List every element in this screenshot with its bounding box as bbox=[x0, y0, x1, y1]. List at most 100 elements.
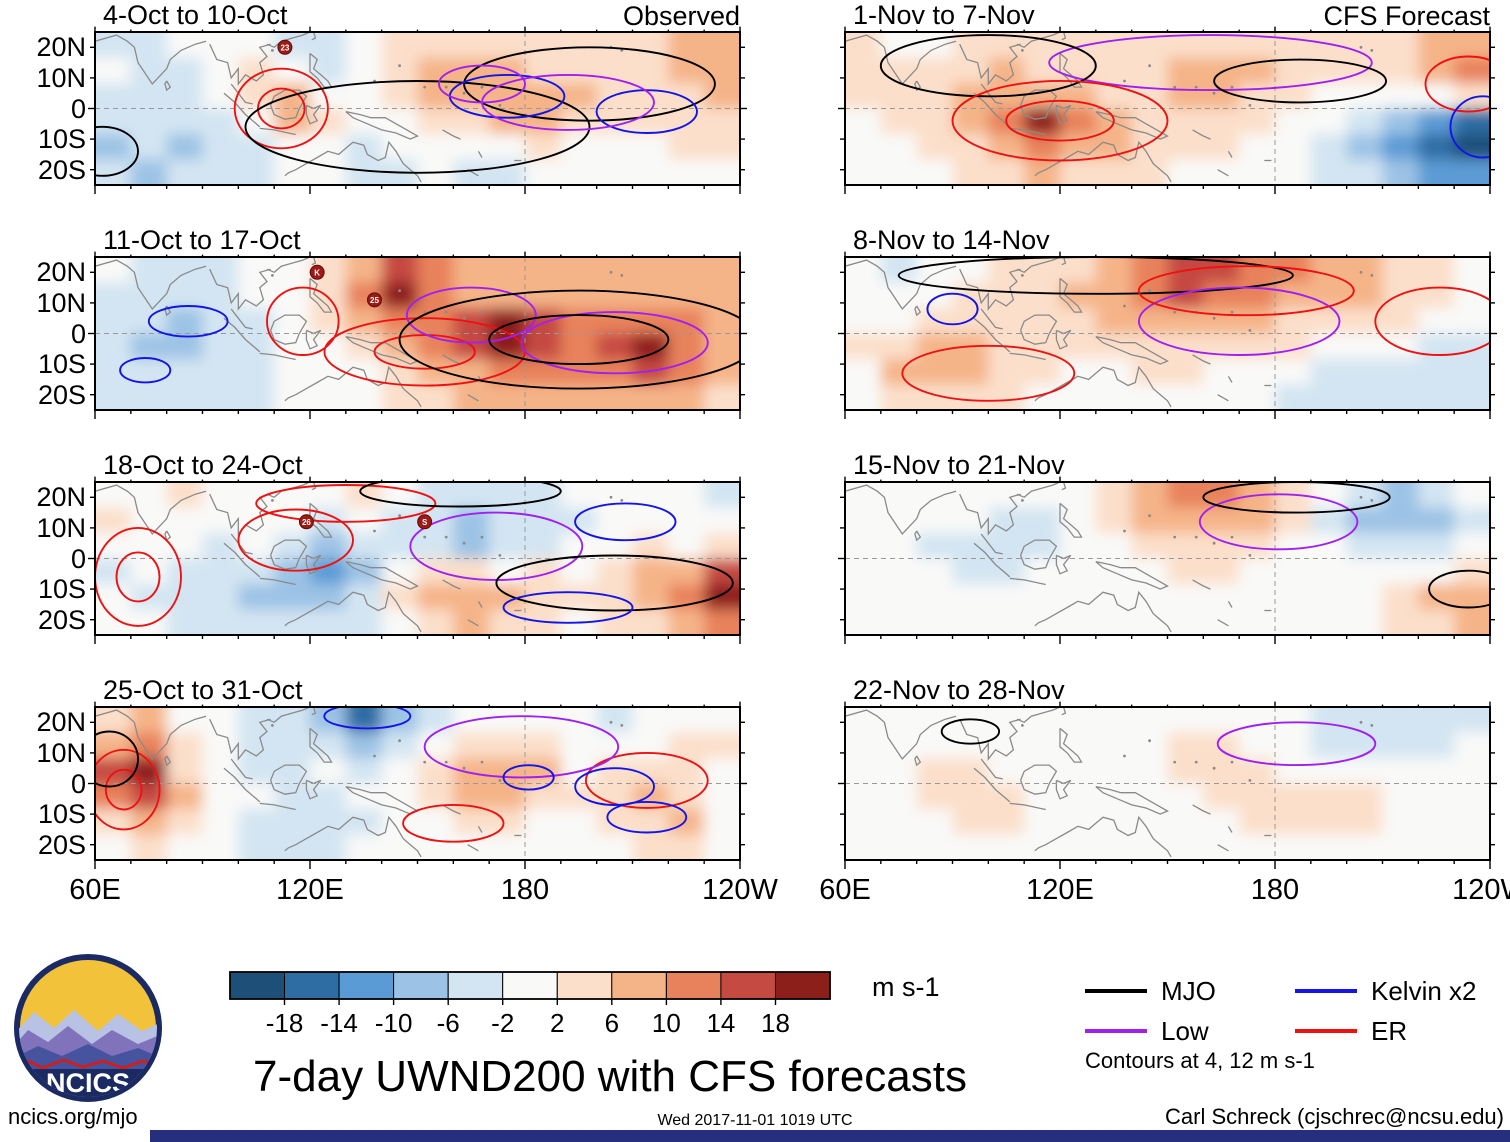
coastlines bbox=[845, 257, 1374, 408]
axis-ticks bbox=[838, 701, 1497, 869]
map-panel-obs-week4 bbox=[88, 701, 747, 869]
svg-text:K: K bbox=[314, 268, 320, 277]
coastlines bbox=[845, 482, 1374, 633]
axis-ticks bbox=[88, 476, 747, 644]
storm-marker: K bbox=[309, 264, 325, 280]
colorbar-tick-label: 18 bbox=[760, 1008, 790, 1038]
x-tick-label: 120E bbox=[276, 874, 344, 906]
kelvin-contour bbox=[574, 502, 677, 542]
er-contour bbox=[402, 803, 505, 843]
svg-text:26: 26 bbox=[302, 518, 311, 527]
y-tick-label: 10N bbox=[36, 287, 86, 318]
map-panel-obs-week2: K 25 bbox=[88, 251, 747, 419]
panel-title: 18-Oct to 24-Oct bbox=[103, 450, 303, 480]
er-contour bbox=[1424, 55, 1490, 113]
footer-credit: Carl Schreck (cjschrec@ncsu.edu) bbox=[1165, 1104, 1504, 1129]
legend-line-mjo bbox=[1085, 989, 1147, 993]
wave-contours bbox=[95, 707, 709, 843]
wave-contours bbox=[1198, 482, 1490, 609]
colorbar-tick-label: 10 bbox=[651, 1008, 681, 1038]
footer-bar bbox=[150, 1130, 1510, 1142]
colorbar-tick-label: 14 bbox=[706, 1008, 736, 1038]
wave-contours bbox=[940, 718, 1377, 767]
colorbar-units-label: m s-1 bbox=[872, 972, 940, 1002]
svg-text:23: 23 bbox=[280, 43, 289, 52]
y-tick-label: 10N bbox=[36, 512, 86, 543]
footer-url: ncics.org/mjo bbox=[8, 1104, 138, 1129]
panel-title: 25-Oct to 31-Oct bbox=[103, 675, 303, 705]
mjo-contour bbox=[495, 554, 734, 612]
er-contour bbox=[233, 67, 329, 150]
low-contour bbox=[405, 286, 537, 344]
er-contour bbox=[584, 751, 709, 809]
y-tick-label: 10S bbox=[37, 349, 86, 380]
y-tick-label: 20N bbox=[36, 257, 86, 288]
svg-text:25: 25 bbox=[370, 296, 379, 305]
mjo-contour bbox=[463, 46, 716, 122]
legend-label-kelvin: Kelvin x2 bbox=[1371, 976, 1477, 1006]
kelvin-contour bbox=[323, 707, 412, 730]
y-tick-label: 10S bbox=[37, 799, 86, 830]
mjo-contour bbox=[897, 257, 1294, 295]
y-tick-label: 10N bbox=[36, 737, 86, 768]
ncics-logo: NCICS bbox=[14, 954, 162, 1102]
low-contour bbox=[1137, 286, 1341, 356]
mjo-contour bbox=[359, 482, 562, 508]
legend-line-kelvin bbox=[1295, 989, 1357, 993]
y-tick-label: 20N bbox=[36, 32, 86, 63]
panel-title: 11-Oct to 17-Oct bbox=[103, 225, 301, 255]
y-tick-label: 0 bbox=[70, 318, 86, 349]
axis-ticks bbox=[88, 251, 747, 419]
y-tick-label: 10S bbox=[37, 574, 86, 605]
x-tick-label: 180 bbox=[500, 874, 550, 906]
mjo-contour bbox=[95, 730, 139, 788]
x-tick-label: 120E bbox=[1026, 874, 1094, 906]
er-contour-inner bbox=[104, 768, 143, 811]
map-panel-obs-week1: 23 bbox=[88, 26, 747, 194]
er-contour-inner bbox=[1005, 99, 1115, 142]
figure-title: 7-day UWND200 with CFS forecasts bbox=[253, 1052, 967, 1101]
er-contour bbox=[1374, 286, 1490, 356]
panel-title: 1-Nov to 7-Nov bbox=[853, 0, 1035, 30]
er-contour bbox=[95, 748, 161, 831]
mjo-contour bbox=[1202, 482, 1391, 514]
y-tick-label: 20S bbox=[37, 829, 86, 860]
mjo-contour bbox=[940, 718, 1001, 745]
map-panel-cfs-week1 bbox=[838, 26, 1497, 194]
colorbar-tick-label: 2 bbox=[550, 1008, 565, 1038]
er-contour bbox=[237, 508, 354, 572]
kelvin-contour bbox=[606, 800, 688, 834]
y-tick-label: 20N bbox=[36, 482, 86, 513]
mjo-contour bbox=[879, 34, 1097, 98]
low-contour bbox=[438, 64, 526, 104]
low-contour bbox=[520, 311, 709, 375]
y-tick-label: 20S bbox=[37, 154, 86, 185]
x-tick-label: 120W bbox=[1452, 874, 1510, 906]
colorbar-tick-label: -18 bbox=[265, 1008, 304, 1038]
contour-note: Contours at 4, 12 m s-1 bbox=[1085, 1048, 1315, 1073]
low-contour bbox=[1216, 721, 1377, 767]
wave-contours bbox=[95, 46, 716, 177]
wave-contours bbox=[95, 482, 734, 627]
panel-title: 8-Nov to 14-Nov bbox=[853, 225, 1050, 255]
heatmap-grid bbox=[845, 482, 1490, 635]
low-contour bbox=[1048, 34, 1373, 92]
heatmap-grid bbox=[95, 257, 740, 410]
panel-title: 15-Nov to 21-Nov bbox=[853, 450, 1065, 480]
map-panel-cfs-week3 bbox=[838, 476, 1497, 644]
legend-label-er: ER bbox=[1371, 1016, 1408, 1046]
mjo-contour bbox=[1428, 569, 1490, 609]
wave-contours bbox=[879, 34, 1490, 162]
colorbar-tick-label: -10 bbox=[374, 1008, 413, 1038]
wave-contours bbox=[119, 286, 740, 390]
storm-marker: 23 bbox=[277, 39, 293, 55]
axis-ticks bbox=[838, 476, 1497, 644]
legend-label-low: Low bbox=[1161, 1016, 1209, 1046]
y-tick-label: 10N bbox=[36, 62, 86, 93]
heatmap-grid bbox=[95, 707, 740, 860]
kelvin-contour bbox=[1449, 95, 1490, 159]
kelvin-contour bbox=[147, 305, 229, 338]
coastlines bbox=[95, 32, 624, 183]
x-tick-label: 180 bbox=[1250, 874, 1300, 906]
